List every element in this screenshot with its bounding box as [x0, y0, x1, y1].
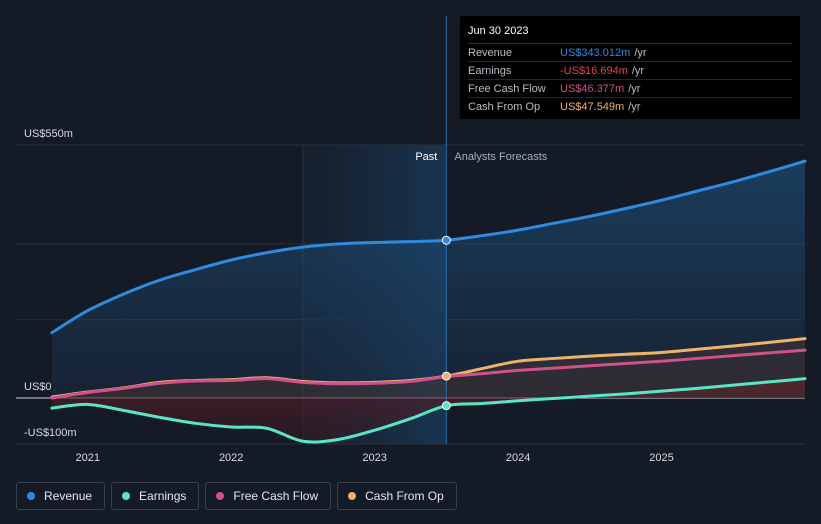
series-line-revenue: [50, 159, 807, 335]
y-axis-label-2: -US$100m: [24, 427, 77, 439]
tooltip-row-free-cash-flow: Free Cash Flow US$46.377m /yr: [468, 80, 792, 98]
tooltip-unit: /yr: [628, 82, 641, 95]
legend-dot-icon: [122, 492, 131, 500]
x-tick-label-3: 2024: [506, 452, 530, 464]
tooltip-value: US$47.549m: [560, 100, 625, 113]
tooltip-value: -US$16.694m: [560, 64, 628, 77]
tooltip-label: Earnings: [468, 64, 512, 77]
cash-from-op-area: [51, 338, 806, 398]
tooltip-row-cash-from-op: Cash From Op US$47.549m /yr: [468, 98, 792, 115]
legend-dot-icon: [27, 492, 35, 500]
legend-dot-icon: [216, 492, 225, 500]
tooltip-value: US$343.012m: [560, 46, 631, 59]
tooltip-unit: /yr: [634, 46, 647, 59]
legend-item-revenue[interactable]: Revenue: [16, 482, 106, 510]
revenue-area: [51, 161, 806, 398]
tooltip-row-revenue: Revenue US$343.012m /yr: [468, 44, 792, 62]
series-line-earnings: [50, 377, 807, 444]
past-zone-label: Past: [415, 151, 437, 163]
tooltip-row-earnings: Earnings -US$16.694m /yr: [468, 62, 792, 80]
x-tick-label-0: 2021: [75, 452, 99, 464]
tooltip-value: US$46.377m: [560, 82, 625, 95]
legend-item-earnings[interactable]: Earnings: [111, 482, 200, 510]
marker-revenue: [441, 235, 451, 245]
tooltip-unit: /yr: [628, 100, 641, 113]
tooltip-label: Free Cash Flow: [468, 82, 546, 95]
legend-dot-icon: [348, 492, 357, 500]
forecast-zone-label: Analysts Forecasts: [454, 151, 547, 163]
series-lines: [50, 16, 807, 444]
legend-label: Earnings: [139, 489, 187, 503]
legend-label: Revenue: [44, 489, 93, 503]
tooltip-label: Revenue: [468, 46, 513, 59]
x-tick-label-1: 2022: [219, 452, 243, 464]
marker-cfo: [441, 371, 451, 381]
legend-label: Cash From Op: [365, 489, 444, 503]
chart-legend: Revenue Earnings Free Cash Flow Cash Fro…: [16, 482, 457, 510]
y-axis-label-0: US$550m: [24, 128, 73, 140]
tooltip-label: Cash From Op: [468, 100, 541, 113]
tooltip-unit: /yr: [631, 64, 645, 77]
tooltip-date: Jun 30 2023: [468, 25, 792, 44]
x-tick-label-2: 2023: [362, 452, 386, 464]
legend-label: Free Cash Flow: [233, 489, 319, 503]
legend-item-cash-from-op[interactable]: Cash From Op: [337, 482, 457, 510]
axis-labels: US$550m US$0 -US$100m 2021 2022 2023 2024 2025 P…: [24, 128, 674, 464]
series-line-fcf: [50, 348, 807, 400]
x-tick-label-4: 2025: [649, 452, 673, 464]
y-axis-label-1: US$0: [24, 381, 52, 393]
tooltip-panel: Jun 30 2023 Revenue US$343.012m /yr Earn…: [460, 16, 800, 119]
legend-item-free-cash-flow[interactable]: Free Cash Flow: [205, 482, 332, 510]
marker-earnings: [441, 401, 451, 411]
